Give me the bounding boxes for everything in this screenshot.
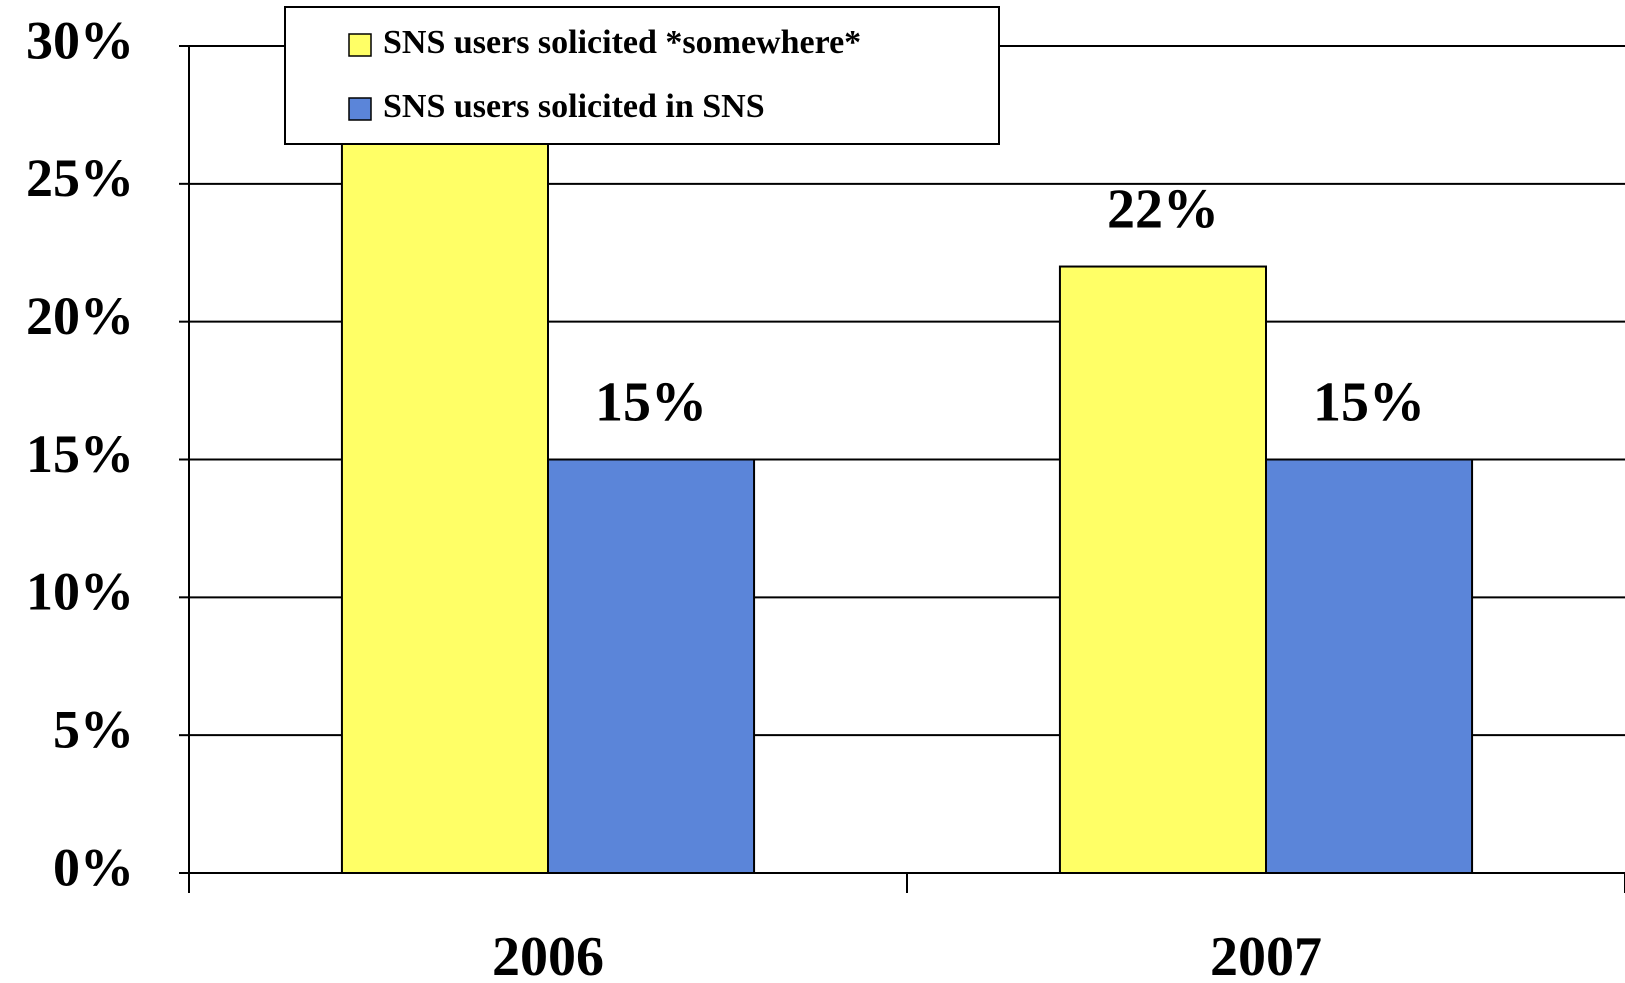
y-tick-label: 15% xyxy=(26,424,134,484)
x-tick-label: 2006 xyxy=(492,926,604,983)
x-tick-label: 2007 xyxy=(1210,926,1322,983)
y-tick-label: 5% xyxy=(53,700,134,760)
data-label: 22% xyxy=(1107,178,1219,240)
bar xyxy=(1265,458,1474,874)
y-tick-label: 25% xyxy=(26,148,134,208)
legend-box xyxy=(284,6,1000,145)
y-tick-label: 30% xyxy=(26,10,134,70)
y-tick-label: 0% xyxy=(53,837,134,897)
bar xyxy=(547,458,756,874)
bar xyxy=(340,127,549,874)
y-tick-label: 20% xyxy=(26,286,134,346)
y-tick-label: 10% xyxy=(26,562,134,622)
data-label: 15% xyxy=(595,371,707,433)
data-label: 15% xyxy=(1313,371,1425,433)
legend-label: SNS users solicited *somewhere* xyxy=(383,24,861,61)
legend-swatch xyxy=(348,97,372,121)
legend-label: SNS users solicited in SNS xyxy=(383,88,765,125)
bar xyxy=(1058,265,1267,874)
legend-swatch xyxy=(348,33,372,57)
